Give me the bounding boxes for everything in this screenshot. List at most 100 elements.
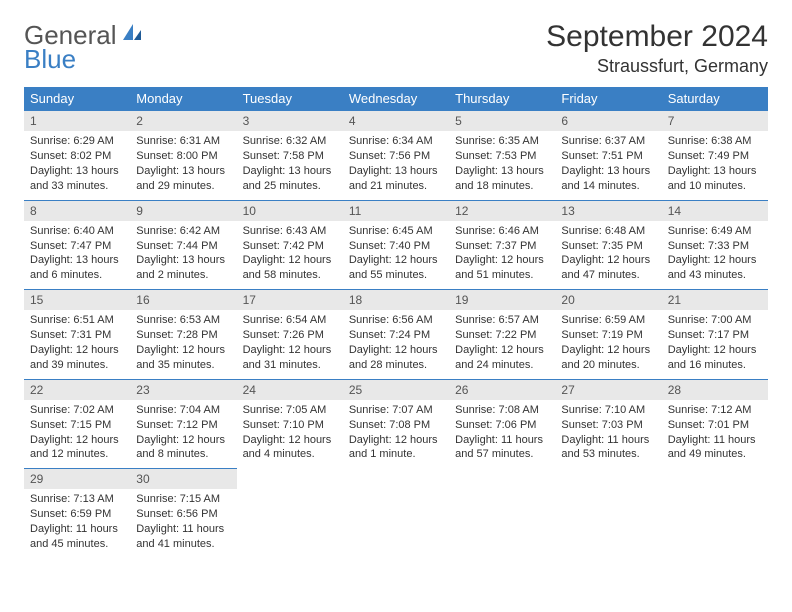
sunrise-line: Sunrise: 6:35 AM — [455, 134, 549, 149]
sunrise-line: Sunrise: 7:08 AM — [455, 403, 549, 418]
sunrise-line: Sunrise: 6:57 AM — [455, 313, 549, 328]
sunset-line: Sunset: 7:03 PM — [561, 418, 655, 433]
sunrise-line: Sunrise: 6:49 AM — [668, 224, 762, 239]
day-details: Sunrise: 6:42 AMSunset: 7:44 PMDaylight:… — [130, 221, 236, 289]
day-details: Sunrise: 6:54 AMSunset: 7:26 PMDaylight:… — [237, 310, 343, 378]
weekday-header: Wednesday — [343, 87, 449, 110]
sunrise-line: Sunrise: 7:13 AM — [30, 492, 124, 507]
day-details: Sunrise: 6:48 AMSunset: 7:35 PMDaylight:… — [555, 221, 661, 289]
daylight-line: Daylight: 13 hours and 14 minutes. — [561, 164, 655, 194]
day-number: 30 — [130, 468, 236, 489]
day-details: Sunrise: 6:43 AMSunset: 7:42 PMDaylight:… — [237, 221, 343, 289]
sunrise-line: Sunrise: 6:54 AM — [243, 313, 337, 328]
sunset-line: Sunset: 7:44 PM — [136, 239, 230, 254]
weekday-header: Friday — [555, 87, 661, 110]
calendar-day-cell: 24Sunrise: 7:05 AMSunset: 7:10 PMDayligh… — [237, 379, 343, 469]
sunrise-line: Sunrise: 6:40 AM — [30, 224, 124, 239]
day-number: 3 — [237, 110, 343, 131]
page-header: General September 2024 Straussfurt, Germ… — [24, 20, 768, 77]
weekday-header: Monday — [130, 87, 236, 110]
daylight-line: Daylight: 12 hours and 31 minutes. — [243, 343, 337, 373]
calendar-day-cell: 22Sunrise: 7:02 AMSunset: 7:15 PMDayligh… — [24, 379, 130, 469]
day-details: Sunrise: 6:32 AMSunset: 7:58 PMDaylight:… — [237, 131, 343, 199]
sunrise-line: Sunrise: 7:15 AM — [136, 492, 230, 507]
day-details: Sunrise: 6:34 AMSunset: 7:56 PMDaylight:… — [343, 131, 449, 199]
calendar-day-cell: 4Sunrise: 6:34 AMSunset: 7:56 PMDaylight… — [343, 110, 449, 200]
daylight-line: Daylight: 12 hours and 20 minutes. — [561, 343, 655, 373]
day-details: Sunrise: 7:10 AMSunset: 7:03 PMDaylight:… — [555, 400, 661, 468]
daylight-line: Daylight: 12 hours and 16 minutes. — [668, 343, 762, 373]
daylight-line: Daylight: 13 hours and 6 minutes. — [30, 253, 124, 283]
sunrise-line: Sunrise: 6:53 AM — [136, 313, 230, 328]
sunset-line: Sunset: 7:47 PM — [30, 239, 124, 254]
calendar-day-cell: 27Sunrise: 7:10 AMSunset: 7:03 PMDayligh… — [555, 379, 661, 469]
sunrise-line: Sunrise: 7:00 AM — [668, 313, 762, 328]
day-details: Sunrise: 6:45 AMSunset: 7:40 PMDaylight:… — [343, 221, 449, 289]
daylight-line: Daylight: 13 hours and 29 minutes. — [136, 164, 230, 194]
daylight-line: Daylight: 12 hours and 1 minute. — [349, 433, 443, 463]
calendar-day-cell: 8Sunrise: 6:40 AMSunset: 7:47 PMDaylight… — [24, 200, 130, 290]
weekday-header: Saturday — [662, 87, 768, 110]
daylight-line: Daylight: 12 hours and 24 minutes. — [455, 343, 549, 373]
month-title: September 2024 — [546, 20, 768, 54]
calendar-day-cell: 30Sunrise: 7:15 AMSunset: 6:56 PMDayligh… — [130, 468, 236, 558]
calendar-week-row: 1Sunrise: 6:29 AMSunset: 8:02 PMDaylight… — [24, 110, 768, 200]
day-number: 21 — [662, 289, 768, 310]
sunrise-line: Sunrise: 7:12 AM — [668, 403, 762, 418]
day-number: 4 — [343, 110, 449, 131]
daylight-line: Daylight: 12 hours and 28 minutes. — [349, 343, 443, 373]
sunrise-line: Sunrise: 6:37 AM — [561, 134, 655, 149]
calendar-day-cell — [237, 468, 343, 558]
logo-word-2: Blue — [24, 44, 76, 75]
sunrise-line: Sunrise: 6:45 AM — [349, 224, 443, 239]
calendar-week-row: 8Sunrise: 6:40 AMSunset: 7:47 PMDaylight… — [24, 200, 768, 290]
day-details: Sunrise: 6:53 AMSunset: 7:28 PMDaylight:… — [130, 310, 236, 378]
daylight-line: Daylight: 12 hours and 8 minutes. — [136, 433, 230, 463]
calendar-day-cell: 3Sunrise: 6:32 AMSunset: 7:58 PMDaylight… — [237, 110, 343, 200]
sunrise-line: Sunrise: 6:51 AM — [30, 313, 124, 328]
sunrise-line: Sunrise: 6:48 AM — [561, 224, 655, 239]
daylight-line: Daylight: 13 hours and 18 minutes. — [455, 164, 549, 194]
day-number: 29 — [24, 468, 130, 489]
day-number: 13 — [555, 200, 661, 221]
day-number: 19 — [449, 289, 555, 310]
calendar-day-cell: 28Sunrise: 7:12 AMSunset: 7:01 PMDayligh… — [662, 379, 768, 469]
sunset-line: Sunset: 7:12 PM — [136, 418, 230, 433]
sunrise-line: Sunrise: 7:10 AM — [561, 403, 655, 418]
sunset-line: Sunset: 8:02 PM — [30, 149, 124, 164]
daylight-line: Daylight: 13 hours and 21 minutes. — [349, 164, 443, 194]
sunset-line: Sunset: 7:06 PM — [455, 418, 549, 433]
sunset-line: Sunset: 7:24 PM — [349, 328, 443, 343]
calendar-day-cell: 19Sunrise: 6:57 AMSunset: 7:22 PMDayligh… — [449, 289, 555, 379]
day-number: 20 — [555, 289, 661, 310]
day-number: 6 — [555, 110, 661, 131]
calendar-day-cell — [343, 468, 449, 558]
day-details: Sunrise: 6:31 AMSunset: 8:00 PMDaylight:… — [130, 131, 236, 199]
sunrise-line: Sunrise: 6:43 AM — [243, 224, 337, 239]
day-details: Sunrise: 7:12 AMSunset: 7:01 PMDaylight:… — [662, 400, 768, 468]
calendar-day-cell: 14Sunrise: 6:49 AMSunset: 7:33 PMDayligh… — [662, 200, 768, 290]
calendar-day-cell: 11Sunrise: 6:45 AMSunset: 7:40 PMDayligh… — [343, 200, 449, 290]
day-number: 7 — [662, 110, 768, 131]
daylight-line: Daylight: 13 hours and 33 minutes. — [30, 164, 124, 194]
sunset-line: Sunset: 7:58 PM — [243, 149, 337, 164]
day-number: 26 — [449, 379, 555, 400]
calendar-table: SundayMondayTuesdayWednesdayThursdayFrid… — [24, 87, 768, 558]
calendar-day-cell: 10Sunrise: 6:43 AMSunset: 7:42 PMDayligh… — [237, 200, 343, 290]
calendar-day-cell: 7Sunrise: 6:38 AMSunset: 7:49 PMDaylight… — [662, 110, 768, 200]
sunrise-line: Sunrise: 6:56 AM — [349, 313, 443, 328]
weekday-header: Tuesday — [237, 87, 343, 110]
calendar-body: 1Sunrise: 6:29 AMSunset: 8:02 PMDaylight… — [24, 110, 768, 558]
calendar-day-cell: 5Sunrise: 6:35 AMSunset: 7:53 PMDaylight… — [449, 110, 555, 200]
daylight-line: Daylight: 12 hours and 43 minutes. — [668, 253, 762, 283]
day-details: Sunrise: 7:02 AMSunset: 7:15 PMDaylight:… — [24, 400, 130, 468]
sunset-line: Sunset: 7:42 PM — [243, 239, 337, 254]
day-details: Sunrise: 6:49 AMSunset: 7:33 PMDaylight:… — [662, 221, 768, 289]
sunrise-line: Sunrise: 7:07 AM — [349, 403, 443, 418]
sunrise-line: Sunrise: 6:59 AM — [561, 313, 655, 328]
calendar-day-cell: 20Sunrise: 6:59 AMSunset: 7:19 PMDayligh… — [555, 289, 661, 379]
sunset-line: Sunset: 7:08 PM — [349, 418, 443, 433]
sunset-line: Sunset: 7:51 PM — [561, 149, 655, 164]
calendar-day-cell: 1Sunrise: 6:29 AMSunset: 8:02 PMDaylight… — [24, 110, 130, 200]
calendar-week-row: 15Sunrise: 6:51 AMSunset: 7:31 PMDayligh… — [24, 289, 768, 379]
